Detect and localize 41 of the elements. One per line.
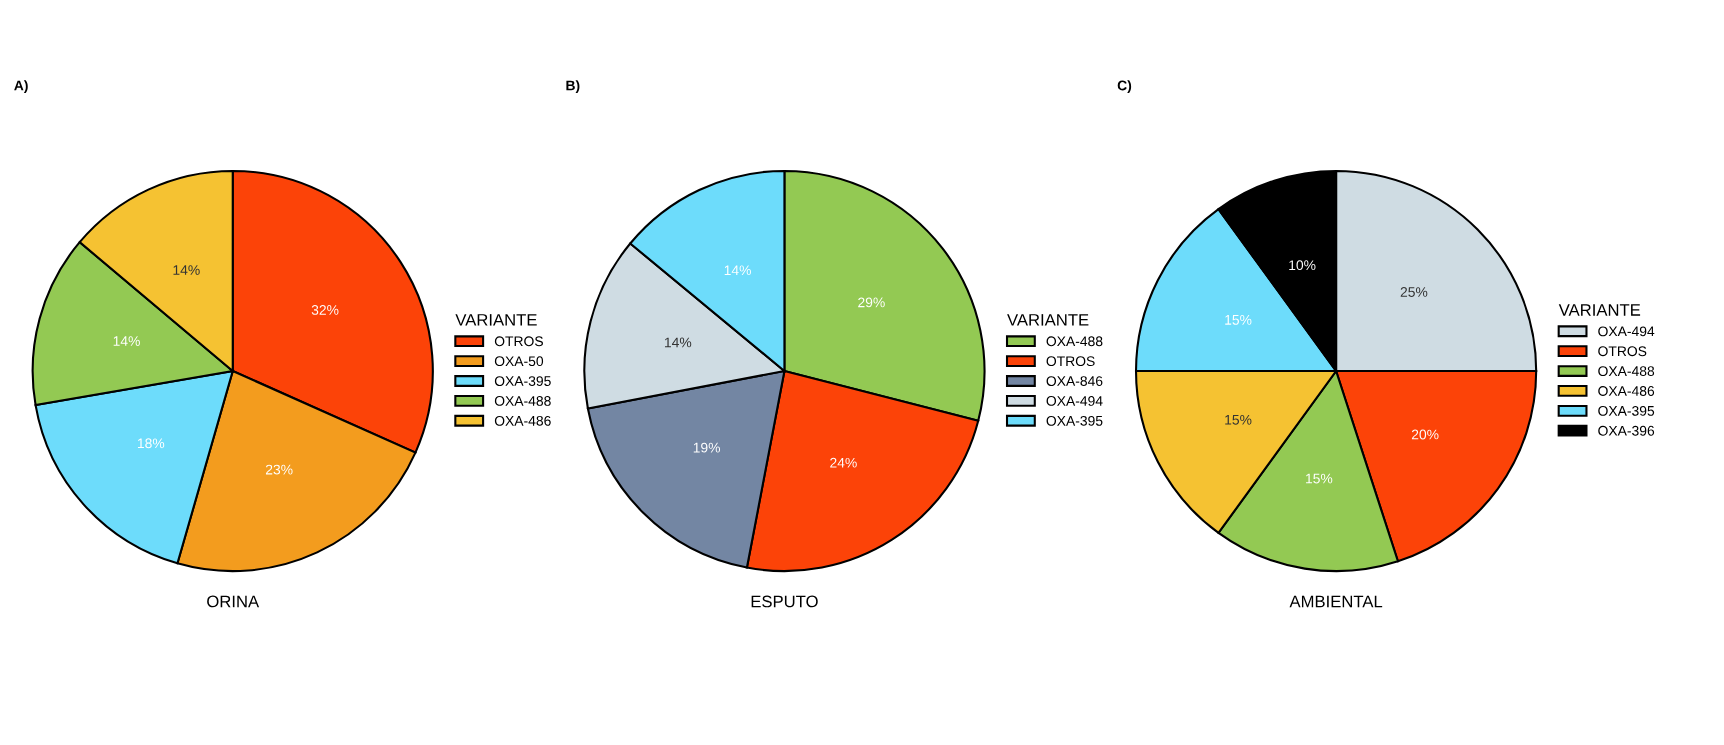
data-label: 15% [1225, 414, 1252, 425]
legend-label: OTROS [1046, 356, 1095, 367]
legend-label: OTROS [1598, 346, 1647, 357]
legend-label: OXA-395 [1598, 405, 1655, 416]
chart-title: C) [1117, 80, 1132, 94]
legend-label: OXA-846 [1046, 376, 1103, 386]
legend-label: OXA-395 [1046, 415, 1103, 426]
legend-label: OXA-486 [494, 415, 551, 426]
legend-label: OXA-494 [1598, 326, 1655, 337]
legend-title: VARIANTE [1558, 304, 1641, 316]
text: ESPUTO [751, 595, 818, 608]
legend-label: OXA-395 [494, 376, 551, 386]
legend-label: OXA-396 [1598, 425, 1655, 436]
data-label: 10% [1289, 260, 1316, 271]
data-label: 19% [693, 442, 721, 453]
text: ORINA [207, 595, 260, 608]
legend-label: OXA-486 [1598, 386, 1655, 396]
data-label: 25% [1400, 287, 1428, 297]
chart-title: A) [14, 80, 28, 94]
data-label: 32% [311, 305, 339, 315]
data-label: 24% [830, 457, 857, 468]
data-label: 14% [113, 336, 140, 346]
data-label: 29% [858, 297, 885, 308]
legend-label: OXA-50 [494, 356, 544, 367]
data-label: 20% [1411, 429, 1439, 440]
data-label: 18% [137, 438, 165, 449]
legend-label: OXA-488 [494, 396, 551, 406]
data-label: 15% [1225, 315, 1252, 325]
legend-label: OXA-494 [1046, 396, 1103, 406]
data-label: 14% [173, 265, 200, 275]
data-label: 14% [664, 337, 692, 348]
legend-label: OTROS [494, 336, 543, 347]
data-label: 14% [724, 265, 751, 276]
legend-title: VARIANTE [1007, 314, 1089, 326]
legend-title: VARIANTE [455, 314, 537, 326]
legend-label: OXA-488 [1046, 336, 1103, 347]
legend-label: OXA-488 [1598, 366, 1655, 377]
data-label: 15% [1306, 473, 1333, 484]
chart-title: B) [566, 80, 580, 94]
text: AMBIENTAL [1289, 595, 1383, 608]
data-label: 23% [265, 464, 293, 475]
